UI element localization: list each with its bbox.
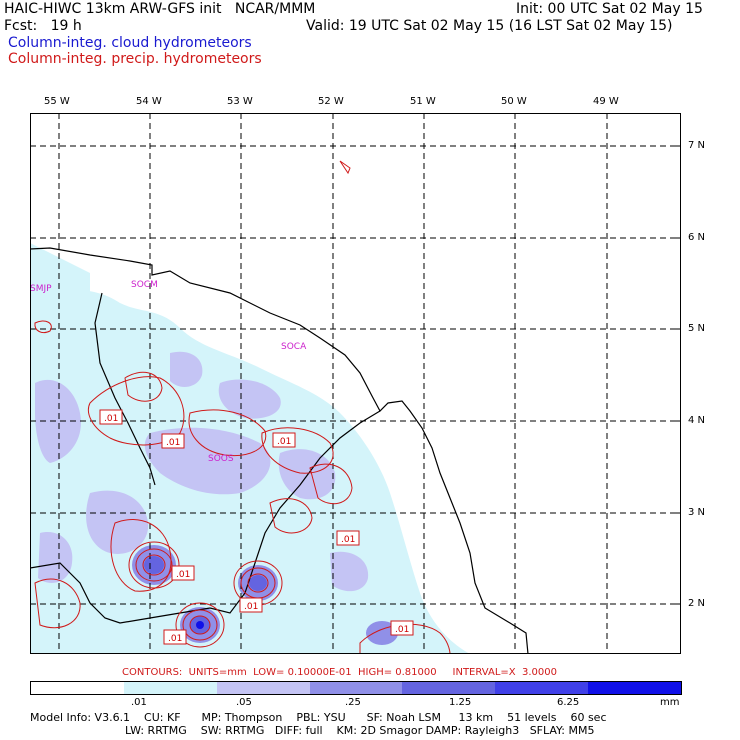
precip-contour: [339, 160, 351, 175]
lon-label-49w: 49 W: [593, 96, 619, 107]
svg-text:.01: .01: [395, 625, 409, 635]
precip-contour: [175, 602, 225, 648]
precip-contour: [182, 609, 218, 641]
cloud-medium-region-3: [218, 379, 281, 419]
lat-label-5n: 5 N: [688, 323, 706, 334]
svg-text:.01: .01: [166, 438, 180, 448]
coastline: [30, 247, 529, 654]
map-frame: [30, 113, 681, 654]
lon-label-51w: 51 W: [410, 96, 436, 107]
cloud-medium-region: [35, 379, 81, 463]
station-label-soca: SOCA: [281, 342, 307, 352]
cloud-medium-region-6: [278, 449, 336, 500]
precip-contour: [34, 578, 81, 629]
lat-label-2n: 2 N: [688, 598, 706, 609]
colorbar-tick-01: .01: [131, 697, 147, 708]
station-labels: SMJP SOCM SOCA SOOS: [30, 280, 307, 464]
cloud-medium-region-8: [330, 551, 369, 592]
lat-label-6n: 6 N: [688, 232, 706, 243]
forecast-map: SMJP SOCM SOCA SOOS .01 .01 .01 .01 .01 …: [30, 113, 681, 654]
model-info-line1: Model Info: V3.6.1 CU: KF MP: Thompson P…: [30, 711, 607, 724]
product-title: HAIC-HIWC 13km ARW-GFS init NCAR/MMM: [4, 1, 316, 17]
precip-contours: [34, 160, 451, 654]
colorbar-bin-4: [402, 682, 496, 694]
station-label-smjp: SMJP: [30, 284, 52, 294]
colorbar-bin-2: [216, 682, 310, 694]
contour-label-7: .01: [163, 629, 187, 645]
colorbar-bin-5: [495, 682, 589, 694]
lon-label-52w: 52 W: [318, 96, 344, 107]
cloud-shading-layer: [30, 243, 470, 654]
field-label-precip: Column-integ. precip. hydrometeors: [8, 51, 262, 67]
colorbar-bin-6: [588, 682, 682, 694]
lon-label-55w: 55 W: [44, 96, 70, 107]
precip-contour: [189, 615, 211, 635]
colorbar-tick-05: .05: [236, 697, 252, 708]
colorbar-tick-625: 6.25: [557, 697, 580, 708]
contour-label-1: .01: [99, 409, 123, 425]
colorbar-tick-25: .25: [345, 697, 361, 708]
precip-contour: [110, 519, 172, 592]
cloud-medium-region-7: [170, 351, 203, 387]
precip-contour: [188, 409, 267, 457]
precip-contour: [142, 554, 166, 576]
svg-text:.01: .01: [277, 437, 291, 447]
precip-contour: [124, 371, 163, 402]
cloud-core-1-inner: [144, 556, 164, 574]
cloud-core-2-inner: [249, 575, 267, 591]
svg-text:.01: .01: [104, 414, 118, 424]
cloud-core-3-peak: [196, 621, 204, 629]
lat-label-3n: 3 N: [688, 507, 706, 518]
contour-value-labels: .01 .01 .01 .01 .01 .01 .01 .01: [99, 409, 414, 645]
precip-contour: [34, 320, 52, 334]
colorbar-units: mm: [660, 697, 680, 708]
svg-text:.01: .01: [341, 535, 355, 545]
contour-label-3: .01: [272, 432, 296, 448]
contour-info: CONTOURS: UNITS=mm LOW= 0.10000E-01 HIGH…: [122, 667, 557, 678]
precip-contour: [247, 573, 269, 593]
colorbar: [30, 681, 682, 695]
lat-label-4n: 4 N: [688, 415, 706, 426]
lon-label-54w: 54 W: [136, 96, 162, 107]
model-info-line2: LW: RRTMG SW: RRTMG DIFF: full KM: 2D Sm…: [125, 724, 595, 737]
precip-contour: [269, 498, 313, 534]
border-guyana-suriname: [30, 562, 211, 624]
precip-contour: [135, 548, 173, 582]
precip-contour: [261, 427, 334, 474]
station-label-soos: SOOS: [208, 454, 234, 464]
colorbar-bin-0: [31, 682, 124, 694]
forecast-hour: Fcst: 19 h: [4, 18, 82, 34]
contour-label-6: .01: [239, 597, 263, 613]
lon-label-50w: 50 W: [501, 96, 527, 107]
colorbar-tick-125: 1.25: [449, 697, 472, 708]
svg-text:.01: .01: [176, 570, 190, 580]
lat-label-7n: 7 N: [688, 140, 706, 151]
field-label-cloud: Column-integ. cloud hydrometeors: [8, 35, 252, 51]
precip-contour: [128, 541, 180, 589]
cloud-light-region-2: [30, 243, 90, 313]
precip-contour: [309, 463, 353, 505]
graticule: [30, 113, 681, 654]
valid-time: Valid: 19 UTC Sat 02 May 15 (16 LST Sat …: [306, 18, 673, 34]
contour-label-2: .01: [161, 433, 185, 449]
precip-contour: [87, 376, 185, 446]
contour-label-5: .01: [171, 565, 195, 581]
colorbar-bin-3: [309, 682, 403, 694]
svg-text:.01: .01: [168, 634, 182, 644]
station-label-socm: SOCM: [131, 280, 158, 290]
cloud-medium-region-5: [38, 532, 73, 583]
contour-label-8: .01: [390, 620, 414, 636]
lon-label-53w: 53 W: [227, 96, 253, 107]
contour-label-4: .01: [336, 530, 360, 546]
svg-text:.01: .01: [244, 602, 258, 612]
init-time: Init: 00 UTC Sat 02 May 15: [516, 1, 703, 17]
colorbar-bin-1: [123, 682, 217, 694]
